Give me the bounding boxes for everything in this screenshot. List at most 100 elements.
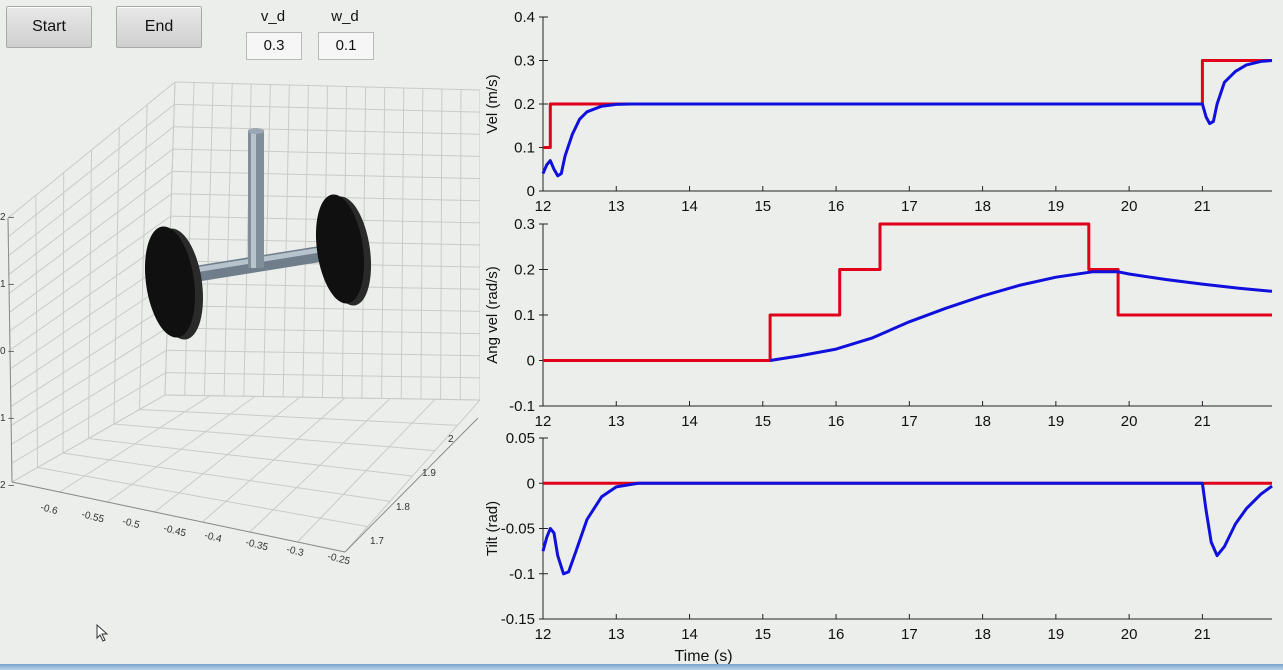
x-tick-label: 19	[1048, 413, 1065, 430]
x-tick-label: 17	[901, 198, 918, 215]
x-tick-label: 21	[1194, 198, 1211, 215]
scene-x-tick-labels: -0.6 -0.55 -0.5 -0.45 -0.4 -0.35 -0.3 -0.25	[39, 502, 351, 567]
grid-line	[8, 126, 174, 257]
x-tick-label: 21	[1194, 626, 1211, 643]
grid-line	[11, 349, 167, 445]
x-tick-label: 20	[1121, 626, 1138, 643]
x-tick-label: 17	[901, 413, 918, 430]
y-tick-label: 0.2	[514, 262, 535, 279]
x-tick-label: 15	[754, 198, 771, 215]
y-tick-label: 0	[527, 353, 535, 370]
grid-line	[164, 394, 480, 401]
y-tick-label: 0.3	[514, 53, 535, 70]
x-tick-label: 14	[681, 626, 698, 643]
scene-x-tick-label: -0.3	[285, 544, 305, 559]
start-button[interactable]: Start	[6, 6, 92, 48]
y-tick-label: 0.2	[514, 96, 535, 113]
taskbar	[0, 664, 1283, 670]
scene-x-tick-label: -0.4	[203, 530, 223, 545]
y-tick-label: 0.05	[506, 430, 535, 447]
grid-line	[139, 409, 458, 426]
grid-line	[8, 171, 173, 294]
x-tick-label: 18	[974, 413, 991, 430]
x-tick-label: 18	[974, 626, 991, 643]
grid-line	[167, 305, 480, 312]
x-axis-3d	[11, 481, 346, 553]
v-d-label: v_d	[260, 8, 286, 25]
v-d-input[interactable]: 0.3	[246, 32, 302, 60]
y-axis-label: Tilt (rad)	[484, 501, 501, 556]
grid-line	[167, 327, 480, 335]
right-wheel	[315, 194, 365, 304]
x-tick-label: 12	[535, 626, 552, 643]
x-tick-label: 19	[1048, 626, 1065, 643]
scene-x-tick-label: -0.25	[326, 551, 351, 567]
scene-y-tick-label: 1 –	[0, 413, 14, 424]
x-tick-label: 13	[608, 626, 625, 643]
x-tick-label: 12	[535, 198, 552, 215]
robot-mast-highlight	[251, 130, 256, 268]
x-tick-label: 12	[535, 413, 552, 430]
mouse-pointer-icon	[96, 624, 109, 642]
reference-series-line	[543, 222, 1272, 362]
y-axis-label: Vel (m/s)	[484, 74, 501, 133]
scene-z-tick-label: 1.7	[370, 536, 384, 547]
plot-2: -0.1 0 0.1 0.2 0.3 12 13 14 15 16 17 18 19 20 21 Ang ve…	[484, 216, 1273, 430]
z-axis-3d	[344, 417, 479, 553]
x-tick-label: 13	[608, 198, 625, 215]
actual-series-line	[541, 481, 1273, 576]
y-tick-label: 0.4	[514, 9, 535, 26]
w-d-label: w_d	[331, 8, 359, 25]
grid-line	[7, 81, 176, 219]
end-button[interactable]: End	[116, 6, 202, 48]
y-tick-label: 0.1	[514, 140, 535, 157]
x-tick-label: 20	[1121, 413, 1138, 430]
grid-line	[10, 282, 169, 389]
scene-y-tick-label: 0 –	[0, 346, 14, 357]
left-wheel	[144, 226, 196, 338]
w-d-input[interactable]: 0.1	[318, 32, 374, 60]
scene-z-tick-label: 2	[448, 434, 454, 445]
x-tick-label: 15	[754, 413, 771, 430]
y-axis-3d	[7, 217, 13, 483]
robot-mast-top	[248, 128, 264, 134]
grid-line	[37, 467, 368, 528]
scene-x-tick-label: -0.45	[162, 523, 187, 539]
scene-y-tick-label: 1 –	[0, 279, 14, 290]
y-tick-label: 0	[527, 475, 535, 492]
x-tick-label: 19	[1048, 198, 1065, 215]
grid-line	[172, 170, 480, 180]
scene-z-tick-label: 1.9	[422, 468, 436, 479]
x-tick-label: 16	[828, 626, 845, 643]
grid-line	[11, 372, 166, 464]
robot-model	[144, 128, 372, 340]
x-tick-label: 18	[974, 198, 991, 215]
scene-y-tick-labels: 2 – 1 – 0 – 1 – 2 –	[0, 212, 14, 491]
scene-x-tick-label: -0.6	[39, 502, 59, 517]
y-tick-label: -0.1	[509, 398, 535, 415]
x-tick-label: 21	[1194, 413, 1211, 430]
grid-line	[165, 372, 480, 379]
y-axis-label: Ang vel (rad/s)	[484, 266, 501, 364]
robot-3d-view[interactable]: 2 –1 –0 –1 –2 – -0.6 -0.55 -0.5 -0.45 -0.4 -0…	[0, 60, 480, 600]
grid-line	[88, 438, 413, 477]
scene-x-tick-label: -0.55	[80, 509, 105, 525]
plot-1: 0 0.1 0.2 0.3 0.4 12 13 14 15 16 17 18 19 20 21 Vel (m/…	[484, 9, 1273, 215]
grid-line	[9, 215, 172, 332]
grid-line	[172, 148, 480, 157]
grid-line	[9, 193, 172, 313]
y-tick-label: 0.1	[514, 307, 535, 324]
grid-line	[10, 327, 168, 426]
x-axis-label: Time (s)	[674, 648, 732, 665]
x-tick-label: 17	[901, 626, 918, 643]
y-tick-label: 0.3	[514, 216, 535, 233]
grid-line	[171, 193, 480, 202]
scene-z-tick-label: 1.8	[396, 502, 410, 513]
grid-line	[174, 103, 480, 113]
scene-z-tick-labels: 2 1.9 1.8 1.7	[370, 434, 454, 547]
grid-line	[166, 349, 480, 357]
y-tick-label: -0.05	[501, 521, 535, 538]
x-tick-label: 13	[608, 413, 625, 430]
grid-line	[7, 103, 175, 238]
